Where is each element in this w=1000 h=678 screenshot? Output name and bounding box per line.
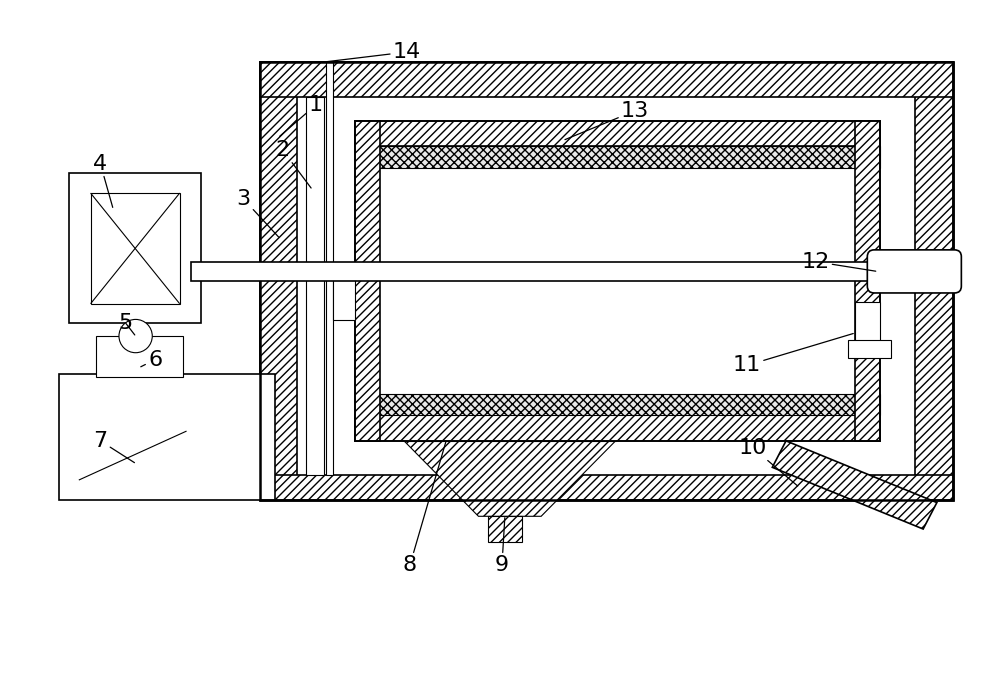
Bar	[59, 374, 275, 500]
Bar	[297, 97, 915, 475]
Bar	[91, 193, 180, 304]
Bar	[355, 146, 880, 167]
Bar	[333, 277, 355, 321]
Bar	[260, 62, 953, 500]
Text: 7: 7	[93, 431, 134, 462]
Text: 1: 1	[280, 95, 323, 136]
Bar	[260, 475, 953, 500]
Bar	[915, 62, 953, 500]
Text: 6: 6	[141, 350, 162, 370]
Polygon shape	[404, 441, 616, 516]
Bar	[488, 516, 522, 542]
Text: 13: 13	[565, 101, 649, 140]
Bar	[855, 121, 880, 441]
Text: 8: 8	[403, 442, 446, 575]
Bar	[355, 121, 380, 441]
Bar	[191, 262, 882, 281]
Text: 4: 4	[93, 154, 113, 207]
Bar	[355, 121, 880, 441]
Text: 12: 12	[801, 252, 876, 272]
Bar	[260, 62, 297, 500]
Bar	[306, 97, 324, 475]
Text: 11: 11	[733, 334, 853, 376]
Bar	[855, 302, 880, 343]
Bar	[69, 174, 201, 323]
Text: 5: 5	[119, 313, 135, 335]
Bar	[326, 62, 333, 475]
Bar	[355, 416, 880, 441]
Text: 3: 3	[236, 189, 279, 237]
Bar	[355, 394, 880, 416]
Text: 14: 14	[327, 42, 421, 62]
Text: 9: 9	[495, 518, 509, 575]
Bar	[355, 121, 880, 146]
Polygon shape	[772, 441, 937, 529]
Bar	[380, 167, 855, 394]
Bar	[96, 336, 183, 377]
Bar	[355, 121, 880, 441]
Text: 10: 10	[739, 438, 798, 486]
Circle shape	[119, 319, 152, 353]
Bar	[260, 62, 953, 500]
Bar	[260, 62, 953, 97]
FancyBboxPatch shape	[867, 250, 961, 293]
Bar	[848, 340, 891, 357]
Text: 2: 2	[275, 140, 311, 188]
